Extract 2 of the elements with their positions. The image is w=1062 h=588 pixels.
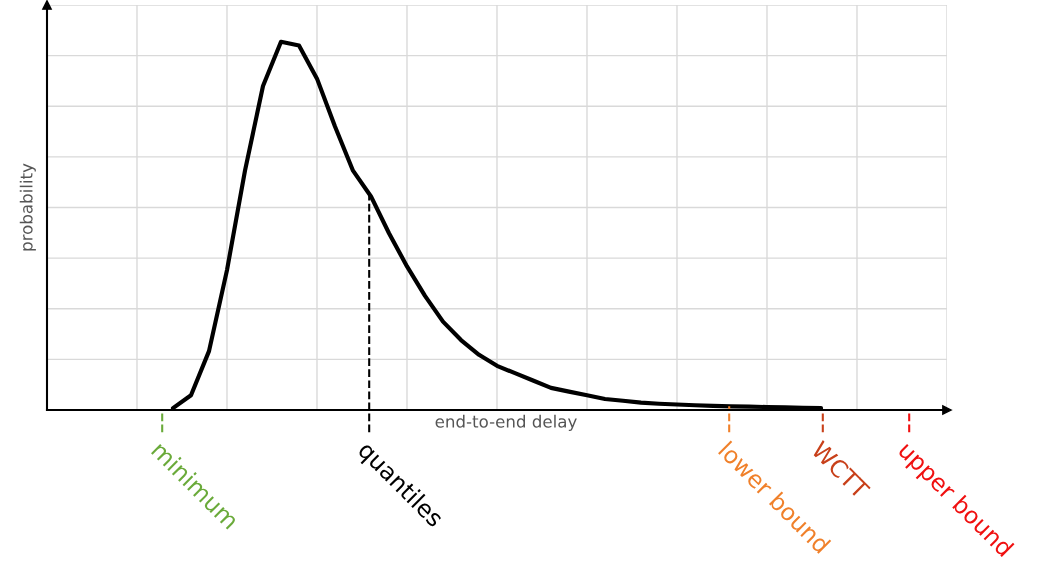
y-axis-title: probability	[19, 163, 36, 251]
x-axis-title: end-to-end delay	[435, 414, 577, 431]
